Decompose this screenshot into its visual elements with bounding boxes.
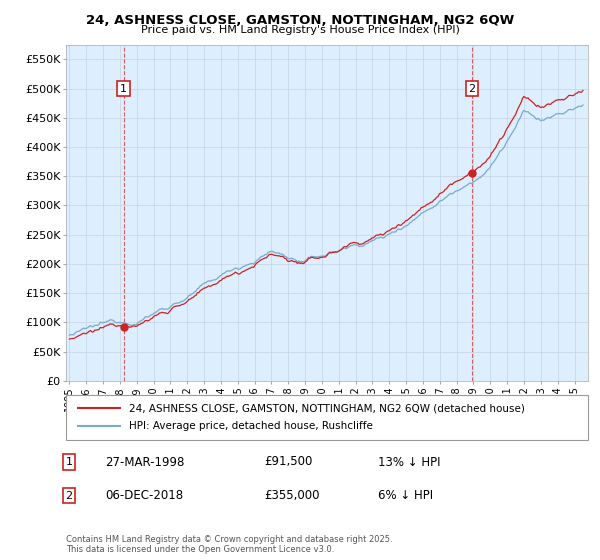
Text: HPI: Average price, detached house, Rushcliffe: HPI: Average price, detached house, Rush… xyxy=(129,421,373,431)
Text: 1: 1 xyxy=(120,83,127,94)
Text: 24, ASHNESS CLOSE, GAMSTON, NOTTINGHAM, NG2 6QW (detached house): 24, ASHNESS CLOSE, GAMSTON, NOTTINGHAM, … xyxy=(129,403,525,413)
Text: 2: 2 xyxy=(469,83,476,94)
Text: 13% ↓ HPI: 13% ↓ HPI xyxy=(378,455,440,469)
Text: 06-DEC-2018: 06-DEC-2018 xyxy=(105,489,183,502)
Text: 2: 2 xyxy=(65,491,73,501)
Text: Contains HM Land Registry data © Crown copyright and database right 2025.
This d: Contains HM Land Registry data © Crown c… xyxy=(66,535,392,554)
Text: Price paid vs. HM Land Registry's House Price Index (HPI): Price paid vs. HM Land Registry's House … xyxy=(140,25,460,35)
Text: £91,500: £91,500 xyxy=(264,455,313,469)
Text: 1: 1 xyxy=(65,457,73,467)
Text: £355,000: £355,000 xyxy=(264,489,320,502)
Text: 6% ↓ HPI: 6% ↓ HPI xyxy=(378,489,433,502)
Text: 27-MAR-1998: 27-MAR-1998 xyxy=(105,455,184,469)
Text: 24, ASHNESS CLOSE, GAMSTON, NOTTINGHAM, NG2 6QW: 24, ASHNESS CLOSE, GAMSTON, NOTTINGHAM, … xyxy=(86,14,514,27)
